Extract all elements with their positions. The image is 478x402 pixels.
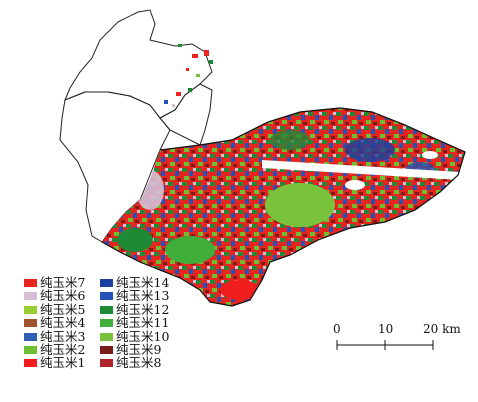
legend-item: 纯玉米4 — [24, 315, 114, 331]
legend-column-2: 纯玉米14 纯玉米13 纯玉米12 纯玉米11 纯玉米10 纯玉米9 纯玉米8 — [100, 276, 200, 370]
legend-swatch — [24, 359, 37, 368]
legend-item: 纯玉米13 — [100, 288, 200, 304]
legend-swatch — [100, 359, 113, 368]
legend-label: 纯玉米6 — [40, 288, 86, 304]
legend-label: 纯玉米5 — [40, 301, 86, 317]
legend-item: 纯玉米6 — [24, 288, 114, 304]
legend-label: 纯玉米1 — [40, 355, 86, 371]
legend-swatch — [100, 332, 113, 341]
legend-swatch — [100, 305, 113, 314]
scale-tick-10: 10 — [378, 322, 394, 336]
legend-label: 纯玉米7 — [40, 275, 86, 290]
legend-item: 纯玉米5 — [24, 301, 114, 317]
legend-swatch — [100, 319, 113, 328]
northern-scatter — [164, 44, 213, 107]
legend-label: 纯玉米12 — [116, 301, 170, 317]
legend-label: 纯玉米11 — [116, 315, 170, 331]
legend-label: 纯玉米10 — [116, 328, 170, 344]
legend-label: 纯玉米8 — [116, 355, 162, 371]
legend-swatch — [24, 292, 37, 301]
legend-swatch — [24, 279, 37, 287]
legend-swatch — [24, 345, 37, 354]
legend-label: 纯玉米2 — [40, 341, 86, 357]
scale-tick-0: 0 — [333, 322, 341, 336]
legend-item: 纯玉米12 — [100, 301, 200, 317]
legend-label: 纯玉米9 — [116, 341, 162, 357]
legend-label: 纯玉米14 — [116, 275, 170, 290]
legend-item: 纯玉米3 — [24, 328, 114, 344]
legend-swatch — [24, 319, 37, 328]
legend-item: 纯玉米9 — [100, 343, 200, 356]
legend-swatch — [24, 305, 37, 314]
legend-swatch — [100, 279, 113, 287]
legend-item: 纯玉米1 — [24, 355, 114, 371]
legend-swatch — [100, 292, 113, 301]
legend-item: 纯玉米10 — [100, 328, 200, 344]
legend-label: 纯玉米4 — [40, 315, 86, 331]
legend-swatch — [24, 332, 37, 341]
legend-label: 纯玉米13 — [116, 288, 170, 304]
scale-bar — [336, 340, 434, 350]
legend-label: 纯玉米3 — [40, 328, 86, 344]
legend-item: 纯玉米11 — [100, 315, 200, 331]
study-area-boundary — [101, 107, 466, 307]
legend-item: 纯玉米7 — [24, 276, 114, 289]
legend-item: 纯玉米8 — [100, 355, 200, 371]
legend-column-1: 纯玉米7 纯玉米6 纯玉米5 纯玉米4 纯玉米3 纯玉米2 纯玉米1 — [24, 276, 114, 370]
legend-item: 纯玉米14 — [100, 276, 200, 289]
scale-tick-20: 20 km — [423, 322, 461, 336]
legend-item: 纯玉米2 — [24, 343, 114, 356]
legend-swatch — [100, 345, 113, 354]
